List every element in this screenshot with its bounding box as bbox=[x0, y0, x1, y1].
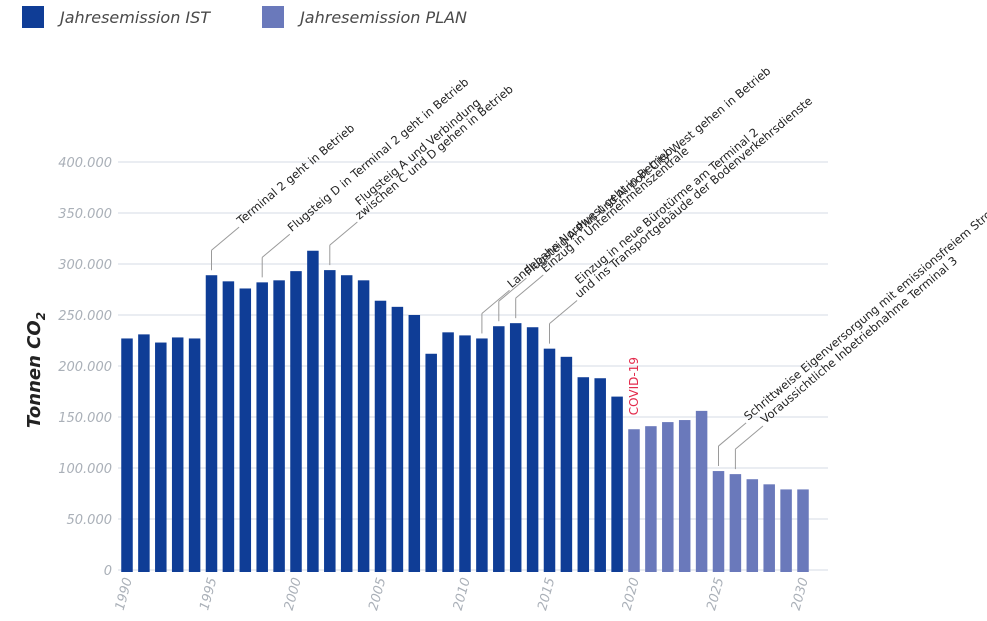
bar-2010 bbox=[459, 335, 471, 572]
legend: Jahresemission IST Jahresemission PLAN bbox=[22, 6, 467, 28]
legend-swatch-ist bbox=[22, 6, 44, 28]
bar-2027 bbox=[746, 479, 759, 572]
legend-item-ist: Jahresemission IST bbox=[22, 6, 210, 28]
bars bbox=[121, 250, 809, 573]
bar-2024 bbox=[695, 410, 708, 572]
y-tick-label: 100.000 bbox=[58, 462, 112, 477]
annotation-leader bbox=[261, 233, 291, 258]
bar-2004 bbox=[357, 280, 370, 572]
bar-1998 bbox=[256, 282, 268, 572]
y-tick-label: 150.000 bbox=[58, 411, 112, 426]
grid bbox=[118, 161, 828, 571]
bar-2028 bbox=[763, 484, 775, 572]
bar-1996 bbox=[222, 281, 235, 572]
bar-2009 bbox=[442, 332, 454, 572]
bar-2003 bbox=[340, 275, 353, 572]
x-tick-label: 2020 bbox=[620, 576, 643, 612]
x-tick-label: 2005 bbox=[366, 576, 389, 612]
bar-1999 bbox=[273, 280, 285, 572]
bar-2021 bbox=[645, 426, 657, 572]
bar-2013 bbox=[509, 323, 522, 572]
bar-2017 bbox=[577, 377, 590, 572]
bar-2020 bbox=[628, 429, 640, 572]
annotation-leader bbox=[498, 277, 527, 302]
x-tick-label: 2010 bbox=[451, 576, 474, 612]
annotation-leader bbox=[515, 274, 544, 299]
bar-1993 bbox=[171, 337, 184, 572]
x-tick-label: 2025 bbox=[704, 576, 727, 612]
x-tick-label: 2030 bbox=[789, 576, 812, 612]
y-axis-label: Tonnen CO2 bbox=[24, 312, 48, 428]
bar-2000 bbox=[290, 271, 302, 572]
bar-2030 bbox=[797, 489, 809, 572]
bar-2001 bbox=[307, 250, 319, 573]
annotation-leader bbox=[549, 300, 578, 325]
x-axis-ticks: 1990 1995 2000 2005 2010 2015 2020 2025 2030 bbox=[113, 576, 812, 612]
bar-2016 bbox=[560, 356, 573, 572]
bar-2005 bbox=[374, 300, 387, 572]
annotation-leader bbox=[211, 226, 240, 251]
y-tick-label: 250.000 bbox=[58, 309, 112, 324]
y-axis-ticks: 0 50.000 100.000 150.000 200.000 250.000 300.0… bbox=[58, 156, 112, 579]
bar-2011 bbox=[476, 338, 488, 572]
x-tick-label: 2000 bbox=[282, 576, 305, 612]
annotation-leader bbox=[481, 289, 510, 314]
bar-2007 bbox=[408, 315, 421, 572]
annotation-leader bbox=[329, 221, 358, 246]
legend-label-plan: Jahresemission PLAN bbox=[300, 7, 467, 27]
annotation-text: Terminal 2 geht in Betrieb bbox=[233, 121, 357, 228]
bar-2008 bbox=[425, 353, 437, 572]
bar-1990 bbox=[121, 338, 133, 572]
bar-2022 bbox=[662, 422, 674, 572]
y-tick-label: 0 bbox=[104, 564, 112, 579]
x-tick-label: 1990 bbox=[113, 576, 136, 612]
bar-2002 bbox=[324, 270, 336, 572]
bar-2026 bbox=[729, 474, 742, 572]
covid-label: COVID-19 bbox=[627, 357, 641, 415]
legend-item-plan: Jahresemission PLAN bbox=[262, 6, 467, 28]
y-axis-label-subscript: 2 bbox=[34, 312, 48, 320]
y-tick-label: 50.000 bbox=[67, 513, 113, 528]
bar-1992 bbox=[155, 342, 167, 572]
bar-2029 bbox=[780, 489, 792, 572]
legend-swatch-plan bbox=[262, 6, 285, 28]
bar-2019 bbox=[611, 396, 623, 572]
legend-label-ist: Jahresemission IST bbox=[60, 7, 211, 27]
bar-1991 bbox=[138, 334, 150, 572]
bar-2018 bbox=[594, 378, 606, 572]
annotation-text: Schrittweise Eigenversorgung mit emissio… bbox=[741, 200, 987, 423]
y-tick-label: 400.000 bbox=[58, 156, 112, 171]
bar-1995 bbox=[205, 275, 218, 572]
bar-2015 bbox=[543, 348, 556, 572]
y-tick-label: 200.000 bbox=[58, 360, 112, 375]
bar-2006 bbox=[391, 306, 404, 572]
bar-2014 bbox=[526, 327, 539, 572]
y-tick-label: 300.000 bbox=[58, 258, 112, 273]
annotation-leader bbox=[735, 425, 764, 450]
bar-2025 bbox=[712, 471, 725, 572]
annotation-text: Voraussichtliche Inbetriebnahme Terminal… bbox=[758, 254, 960, 427]
y-tick-label: 350.000 bbox=[58, 207, 112, 222]
x-tick-label: 2015 bbox=[535, 576, 558, 612]
x-tick-label: 1995 bbox=[197, 576, 220, 612]
annotation-leader bbox=[718, 422, 747, 447]
bar-2023 bbox=[678, 420, 691, 572]
bar-1997 bbox=[239, 288, 252, 572]
bar-2012 bbox=[493, 326, 505, 572]
bar-1994 bbox=[188, 338, 201, 572]
y-axis-label-main: Tonnen CO bbox=[24, 320, 45, 428]
